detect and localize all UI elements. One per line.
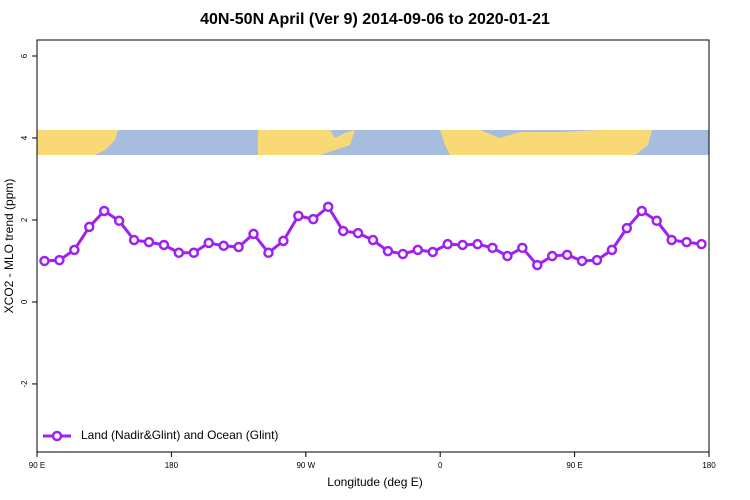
chart-title: 40N-50N April (Ver 9) 2014-09-06 to 2020… — [200, 11, 550, 28]
data-point — [173, 247, 185, 259]
y-axis-label: XCO2 - MLO trend (ppm) — [2, 179, 16, 314]
data-point — [412, 244, 424, 256]
data-point — [293, 210, 304, 222]
data-point — [367, 234, 379, 246]
data-point — [517, 242, 528, 254]
y-tick-label: 4 — [20, 135, 29, 140]
data-point — [352, 227, 364, 239]
data-point — [113, 215, 125, 227]
data-point — [561, 249, 573, 261]
data-point — [606, 244, 618, 256]
data-point — [651, 215, 662, 227]
data-point — [218, 240, 229, 252]
y-tick-label: 6 — [20, 53, 29, 58]
plot-frame — [36, 39, 710, 453]
data-point — [337, 225, 349, 237]
data-point — [278, 235, 289, 247]
data-point — [39, 255, 50, 267]
data-point — [233, 241, 244, 253]
data-point — [98, 205, 110, 217]
legend-label: Land (Nadir&Glint) and Ocean (Glint) — [81, 428, 278, 442]
x-tick-label: 0 — [438, 461, 443, 470]
data-point — [696, 238, 707, 250]
data-point — [308, 213, 319, 225]
data-point — [322, 201, 334, 213]
x-axis-label: Longitude (deg E) — [327, 475, 422, 489]
data-point — [188, 247, 200, 259]
data-point — [532, 259, 543, 271]
data-point — [442, 238, 453, 250]
data-point — [263, 247, 274, 259]
map-strip — [37, 130, 709, 155]
data-point — [84, 221, 95, 233]
legend-marker — [51, 430, 63, 442]
x-tick-label: 180 — [165, 461, 179, 470]
data-point — [621, 222, 633, 234]
data-point — [502, 250, 513, 262]
data-point — [487, 242, 498, 254]
data-point — [681, 236, 692, 248]
data-point — [397, 248, 409, 260]
y-tick-label: 2 — [20, 217, 29, 222]
x-tick-label: 90 W — [296, 461, 315, 470]
data-point — [576, 255, 588, 267]
x-tick-label: 90 E — [29, 461, 45, 470]
data-point — [54, 254, 65, 266]
data-point — [636, 205, 648, 217]
y-tick-label: -2 — [20, 380, 29, 388]
data-point — [591, 254, 603, 266]
x-tick-label: 180 — [702, 461, 716, 470]
x-tick-label: 90 E — [566, 461, 582, 470]
data-point — [546, 250, 558, 262]
data-point — [457, 239, 468, 251]
data-point — [427, 246, 438, 258]
data-point — [69, 244, 80, 256]
data-point — [472, 238, 483, 250]
data-point — [666, 234, 677, 246]
data-point — [128, 234, 140, 246]
data-point — [382, 245, 394, 257]
data-point — [203, 237, 214, 249]
data-point — [248, 228, 259, 240]
data-point — [143, 236, 155, 248]
data-point — [158, 239, 170, 251]
y-tick-label: 0 — [20, 299, 29, 304]
